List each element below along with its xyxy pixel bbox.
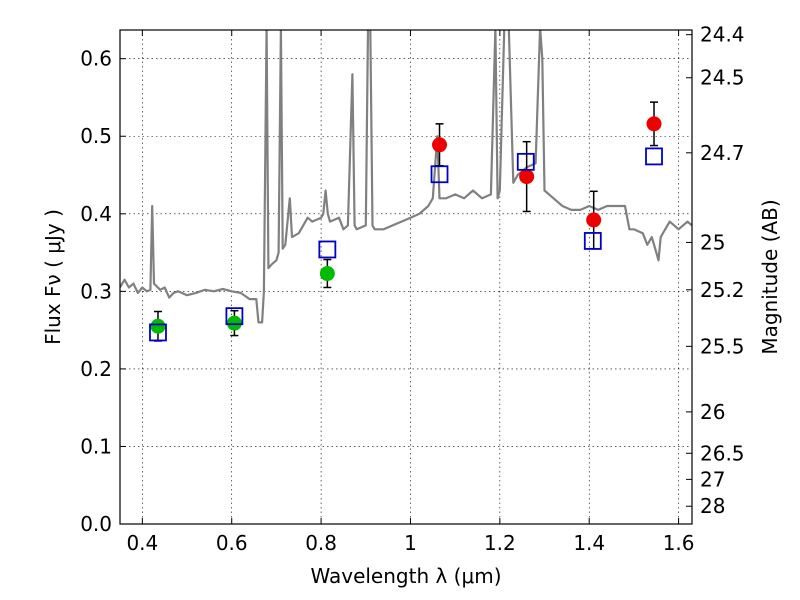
model-photometry-square [318, 240, 337, 259]
model-photometry-square [430, 165, 449, 184]
x-tick-label: 1.6 [663, 531, 695, 555]
photometry-point [432, 137, 448, 153]
y-tick-label: 0.4 [80, 202, 112, 226]
photometry-point [150, 318, 166, 334]
mag-tick-label: 25 [700, 230, 725, 254]
mag-tick-label: 24.4 [700, 23, 745, 47]
model-photometry-square [516, 152, 535, 171]
y-axis-title: Flux Fν ( μJy ) [41, 209, 65, 345]
x-tick-label: 1.4 [573, 531, 605, 555]
mag-tick-label: 25.2 [700, 278, 745, 302]
right-axis-title: Magnitude (AB) [758, 199, 782, 354]
y-tick-label: 0.5 [80, 124, 112, 148]
photometry-point [226, 315, 242, 331]
plot-frame [119, 29, 693, 525]
model-photometry-square [583, 232, 602, 250]
mag-tick-label: 24.5 [700, 66, 745, 90]
mag-tick-label: 27 [700, 467, 725, 491]
mag-tick-label: 25.5 [700, 334, 745, 358]
model-spectrum-line [120, 30, 692, 324]
photometry-point [586, 212, 602, 228]
x-tick-label: 0.6 [216, 531, 248, 555]
mag-tick-label: 28 [700, 494, 725, 518]
spectrum-layer [120, 30, 692, 324]
y-tick-label: 0.1 [80, 434, 112, 458]
x-axis-title: Wavelength λ (μm) [310, 564, 501, 588]
mag-tick-label: 26.5 [700, 441, 745, 465]
photometry-point [319, 266, 335, 282]
grid [120, 30, 692, 525]
y-tick-label: 0.3 [80, 279, 112, 303]
x-tick-label: 0.8 [305, 531, 337, 555]
y-tick-label: 0.2 [80, 357, 112, 381]
x-tick-label: 1 [404, 531, 417, 555]
model-photometry-square [225, 307, 244, 326]
photometry-point [519, 169, 535, 185]
model-photometry-square [645, 147, 663, 166]
y-tick-label: 0.0 [80, 512, 112, 536]
mag-tick-label: 24.7 [700, 141, 745, 165]
points-layer [149, 101, 663, 342]
model-photometry-square [149, 323, 167, 342]
x-tick-label: 0.4 [126, 531, 158, 555]
y-tick-label: 0.6 [80, 47, 112, 71]
ticks-layer: 0.4 0.6 0.8 1 1.2 1.4 1.6 0.0 0.1 0.2 0.3 0.4 0.5 0.6… [80, 23, 744, 555]
photometry-point [646, 116, 662, 132]
mag-tick-label: 26 [700, 400, 725, 424]
x-tick-label: 1.2 [484, 531, 516, 555]
